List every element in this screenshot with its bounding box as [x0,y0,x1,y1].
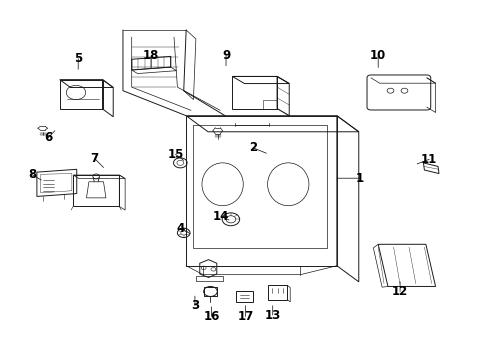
Text: 8: 8 [28,168,36,181]
Text: 13: 13 [264,309,280,321]
Text: 5: 5 [74,52,82,65]
Text: 17: 17 [237,310,253,323]
Text: 1: 1 [355,172,364,185]
Text: 10: 10 [369,49,386,62]
Text: 11: 11 [420,153,436,166]
Text: 18: 18 [142,49,159,62]
Text: 16: 16 [203,310,219,323]
Text: 9: 9 [222,49,230,62]
Text: 2: 2 [249,141,257,154]
Text: 14: 14 [213,210,229,223]
Text: 7: 7 [90,152,99,165]
Text: 12: 12 [391,285,407,298]
Text: 15: 15 [167,148,183,161]
Text: 6: 6 [44,131,52,144]
Text: 4: 4 [176,222,184,235]
Text: 3: 3 [190,299,199,312]
